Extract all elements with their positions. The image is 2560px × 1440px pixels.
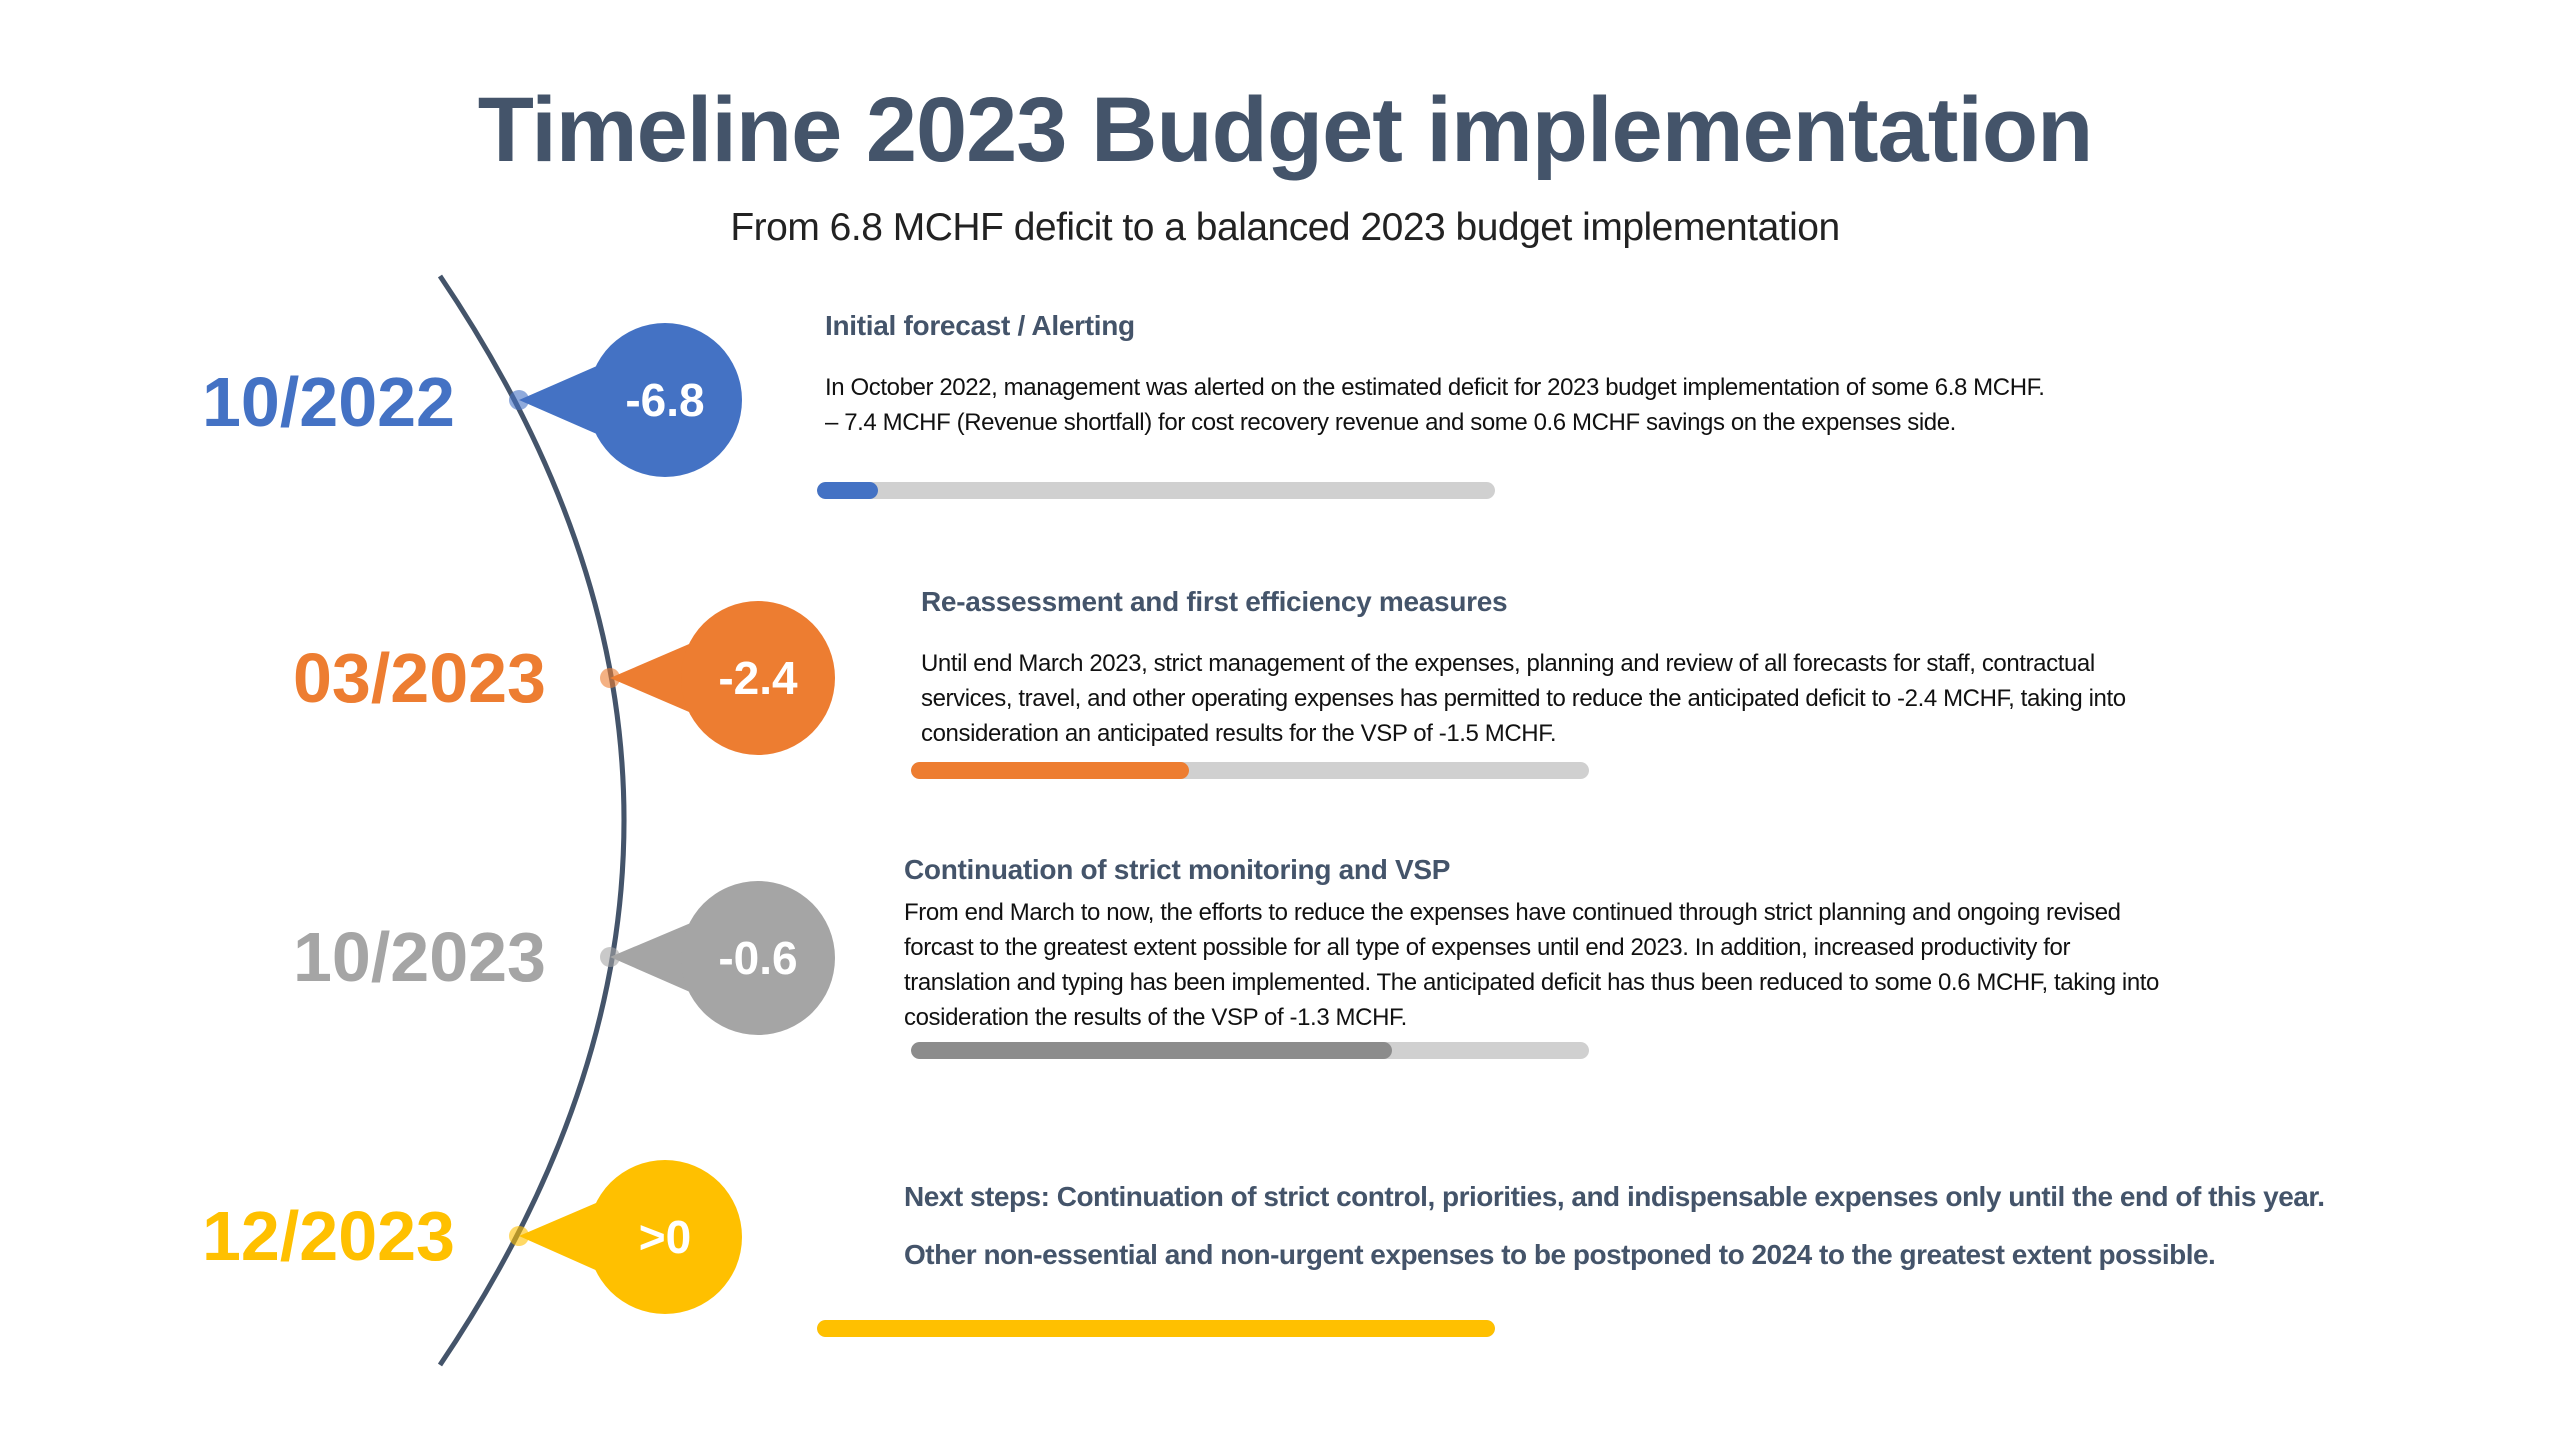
description-line: In October 2022, management was alerted … [825, 374, 2045, 401]
timeline-curve [437, 274, 627, 1367]
milestone-description: From end March to now, the efforts to re… [904, 895, 2159, 1035]
timeline-dot [600, 668, 620, 688]
milestone-date: 03/2023 [292, 639, 546, 717]
description-line: Next steps: Continuation of strict contr… [904, 1181, 2325, 1212]
page-subtitle: From 6.8 MCHF deficit to a balanced 2023… [730, 206, 1840, 249]
progress-bar [817, 1320, 1495, 1337]
deficit-value: -6.8 [625, 374, 705, 426]
deficit-value: -2.4 [718, 652, 798, 704]
description-line: services, travel, and other operating ex… [921, 685, 2126, 712]
progress-fill [817, 1320, 1495, 1337]
description-line: forcast to the greatest extent possible … [904, 934, 2071, 961]
milestone-heading: Initial forecast / Alerting [825, 310, 1135, 341]
page-title: Timeline 2023 Budget implementation [477, 79, 2094, 181]
deficit-bubble: >0 [588, 1160, 742, 1314]
milestone-heading: Re-assessment and first efficiency measu… [921, 586, 1508, 617]
progress-fill [911, 1042, 1393, 1059]
progress-bar [911, 1042, 1589, 1059]
timeline-dot [509, 390, 529, 410]
description-line: Other non-essential and non-urgent expen… [904, 1239, 2216, 1270]
milestone-description: Next steps: Continuation of strict contr… [904, 1168, 2325, 1284]
description-line: – 7.4 MCHF (Revenue shortfall) for cost … [825, 409, 1956, 436]
progress-fill [911, 762, 1189, 779]
progress-bar [911, 762, 1589, 779]
milestone-date: 10/2022 [201, 363, 455, 441]
progress-bar [817, 482, 1495, 499]
progress-fill [817, 482, 879, 499]
deficit-bubble: -0.6 [681, 881, 835, 1035]
description-line: cosideration the results of the VSP of -… [904, 1004, 1407, 1031]
milestone-date: 12/2023 [201, 1197, 455, 1275]
timeline-dot [600, 947, 620, 967]
deficit-value: >0 [638, 1211, 692, 1263]
milestone-description: In October 2022, management was alerted … [825, 370, 2045, 440]
deficit-value: -0.6 [718, 932, 798, 984]
deficit-bubble: -6.8 [588, 323, 742, 477]
description-line: translation and typing has been implemen… [904, 969, 2160, 996]
milestone-heading: Continuation of strict monitoring and VS… [904, 854, 1451, 885]
deficit-bubble: -2.4 [681, 601, 835, 755]
description-line: From end March to now, the efforts to re… [904, 899, 2121, 926]
description-line: Until end March 2023, strict management … [921, 650, 2095, 677]
milestone-date: 10/2023 [292, 918, 546, 996]
timeline-dot [509, 1226, 529, 1246]
description-line: consideration an anticipated results for… [921, 720, 1557, 747]
milestone-description: Until end March 2023, strict management … [921, 646, 2126, 751]
